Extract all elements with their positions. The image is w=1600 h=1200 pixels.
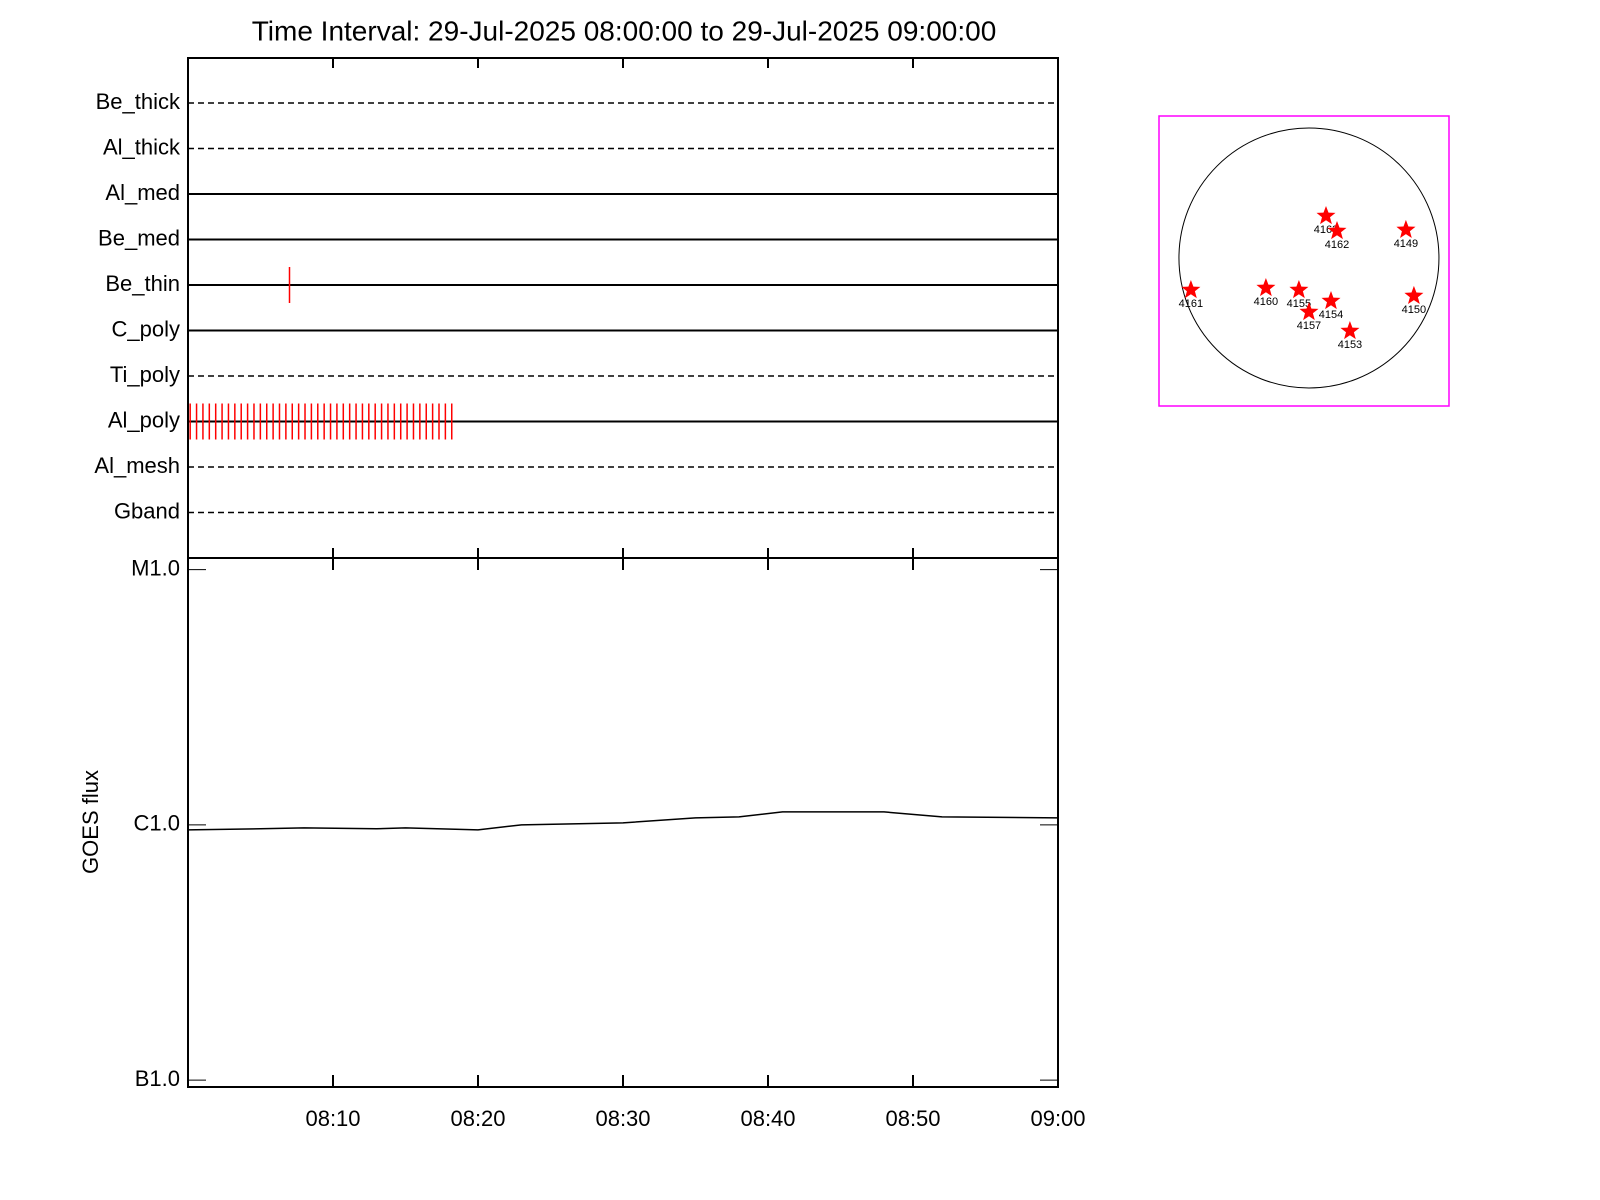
row-label: Be_thick — [96, 89, 181, 114]
panel-frame — [187, 57, 1059, 559]
region-label: 4157 — [1297, 320, 1321, 332]
row-label: Ti_poly — [110, 362, 180, 387]
row-label: Be_thin — [105, 271, 180, 296]
region-label: 4162 — [1325, 239, 1349, 251]
region-label: 4161 — [1179, 298, 1203, 310]
x-tick-label: 08:10 — [305, 1106, 360, 1131]
x-tick-label: 08:20 — [450, 1106, 505, 1131]
row-label: Gband — [114, 498, 180, 523]
region-label: 4150 — [1402, 304, 1426, 316]
row-label: C_poly — [112, 316, 180, 341]
region-label: 4163 — [1314, 224, 1338, 236]
y-tick-label: M1.0 — [131, 555, 180, 580]
solar-disk — [1178, 127, 1440, 389]
x-tick-label: 08:50 — [885, 1106, 940, 1131]
x-tick-label: 09:00 — [1030, 1106, 1085, 1131]
x-tick-label: 08:30 — [595, 1106, 650, 1131]
region-marker — [1299, 302, 1319, 321]
region-label: 4154 — [1319, 309, 1343, 321]
region-label: 4160 — [1254, 296, 1278, 308]
region-marker — [1340, 321, 1360, 340]
chart-title: Time Interval: 29-Jul-2025 08:00:00 to 2… — [252, 15, 997, 46]
region-marker — [1316, 206, 1336, 225]
region-label: 4155 — [1287, 298, 1311, 310]
region-marker — [1327, 221, 1347, 240]
goes-line — [187, 811, 1059, 831]
map-frame — [1158, 115, 1450, 407]
region-marker — [1256, 278, 1276, 297]
y-tick-label: B1.0 — [135, 1066, 180, 1091]
region-marker — [1321, 291, 1341, 310]
y-tick-label: C1.0 — [134, 811, 180, 836]
y-axis-label: GOES flux — [78, 770, 103, 874]
region-label: 4149 — [1394, 238, 1418, 250]
row-label: Be_med — [98, 225, 180, 250]
region-marker — [1404, 285, 1424, 304]
region-label: 4153 — [1338, 339, 1362, 351]
row-label: Al_mesh — [94, 453, 180, 478]
row-label: Al_med — [105, 180, 180, 205]
row-label: Al_poly — [108, 407, 180, 432]
x-tick-label: 08:40 — [740, 1106, 795, 1131]
region-marker — [1289, 280, 1309, 299]
region-marker — [1396, 219, 1416, 238]
region-marker — [1181, 280, 1201, 299]
row-label: Al_thick — [103, 134, 181, 159]
